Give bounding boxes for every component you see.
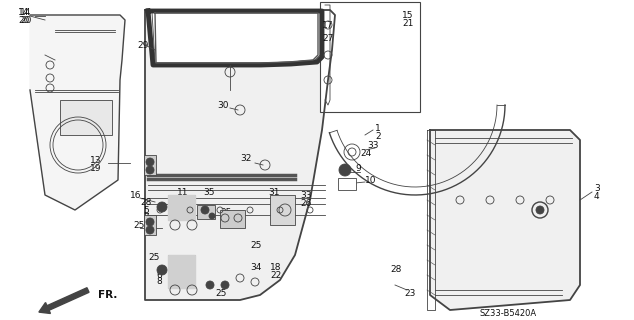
Text: 35: 35 bbox=[175, 277, 186, 286]
Text: 11: 11 bbox=[177, 188, 188, 196]
Circle shape bbox=[209, 213, 215, 219]
Text: 23: 23 bbox=[404, 289, 415, 298]
Text: 16: 16 bbox=[130, 190, 141, 199]
Text: 21: 21 bbox=[402, 19, 413, 28]
Text: 30: 30 bbox=[217, 100, 228, 109]
Text: 34: 34 bbox=[250, 263, 261, 273]
Circle shape bbox=[146, 226, 154, 234]
Text: 4: 4 bbox=[594, 191, 600, 201]
FancyArrow shape bbox=[39, 288, 89, 314]
Text: 17: 17 bbox=[322, 20, 333, 29]
Text: 20: 20 bbox=[18, 15, 29, 25]
Polygon shape bbox=[430, 130, 580, 310]
Bar bbox=[144, 155, 156, 175]
Text: 3: 3 bbox=[594, 183, 600, 193]
Polygon shape bbox=[145, 10, 335, 300]
Text: 25: 25 bbox=[215, 289, 226, 298]
Text: 25: 25 bbox=[148, 253, 159, 262]
Text: 14: 14 bbox=[18, 7, 29, 17]
Bar bbox=[338, 178, 356, 190]
Text: 10: 10 bbox=[365, 175, 377, 185]
Polygon shape bbox=[168, 255, 195, 288]
Text: 25: 25 bbox=[220, 207, 231, 217]
Text: 8: 8 bbox=[156, 277, 162, 286]
Circle shape bbox=[536, 206, 544, 214]
Text: 14: 14 bbox=[20, 7, 31, 17]
Text: SZ33-B5420A: SZ33-B5420A bbox=[480, 308, 537, 317]
Text: 28: 28 bbox=[390, 266, 401, 275]
Text: 6: 6 bbox=[156, 270, 162, 279]
Bar bbox=[270, 195, 295, 225]
Text: 13: 13 bbox=[90, 156, 101, 164]
Circle shape bbox=[157, 202, 167, 212]
Text: 19: 19 bbox=[90, 164, 101, 172]
Bar bbox=[60, 100, 112, 135]
Text: 26: 26 bbox=[300, 198, 311, 207]
Text: 1: 1 bbox=[375, 124, 381, 132]
Bar bbox=[320, 2, 420, 112]
Circle shape bbox=[201, 206, 209, 214]
Circle shape bbox=[146, 158, 154, 166]
Text: 33: 33 bbox=[367, 140, 378, 149]
Text: 15: 15 bbox=[402, 11, 413, 20]
Bar bbox=[197, 205, 215, 219]
Text: 20: 20 bbox=[20, 15, 31, 25]
Text: 9: 9 bbox=[355, 164, 361, 172]
Circle shape bbox=[221, 281, 229, 289]
Bar bbox=[144, 215, 156, 235]
Text: 32: 32 bbox=[240, 154, 251, 163]
Text: FR.: FR. bbox=[98, 290, 117, 300]
Text: 18: 18 bbox=[270, 263, 281, 273]
Polygon shape bbox=[168, 195, 195, 220]
Text: 27: 27 bbox=[322, 34, 333, 43]
Text: 33: 33 bbox=[300, 190, 311, 199]
Text: 25: 25 bbox=[133, 220, 145, 229]
Circle shape bbox=[157, 265, 167, 275]
Text: 5: 5 bbox=[143, 205, 149, 214]
Text: 22: 22 bbox=[270, 270, 281, 279]
Text: 24: 24 bbox=[360, 148, 372, 157]
Text: 2: 2 bbox=[375, 132, 380, 140]
Polygon shape bbox=[30, 15, 125, 210]
Circle shape bbox=[206, 281, 214, 289]
Circle shape bbox=[339, 164, 351, 176]
Text: 25: 25 bbox=[250, 241, 261, 250]
Text: 7: 7 bbox=[143, 212, 149, 221]
Text: 31: 31 bbox=[268, 188, 280, 196]
Text: 29: 29 bbox=[137, 41, 148, 50]
Circle shape bbox=[146, 166, 154, 174]
Polygon shape bbox=[152, 12, 320, 63]
Circle shape bbox=[146, 218, 154, 226]
Text: 28: 28 bbox=[140, 197, 152, 206]
Bar bbox=[220, 210, 245, 228]
Text: 35: 35 bbox=[203, 188, 214, 196]
Text: 12: 12 bbox=[177, 195, 188, 204]
